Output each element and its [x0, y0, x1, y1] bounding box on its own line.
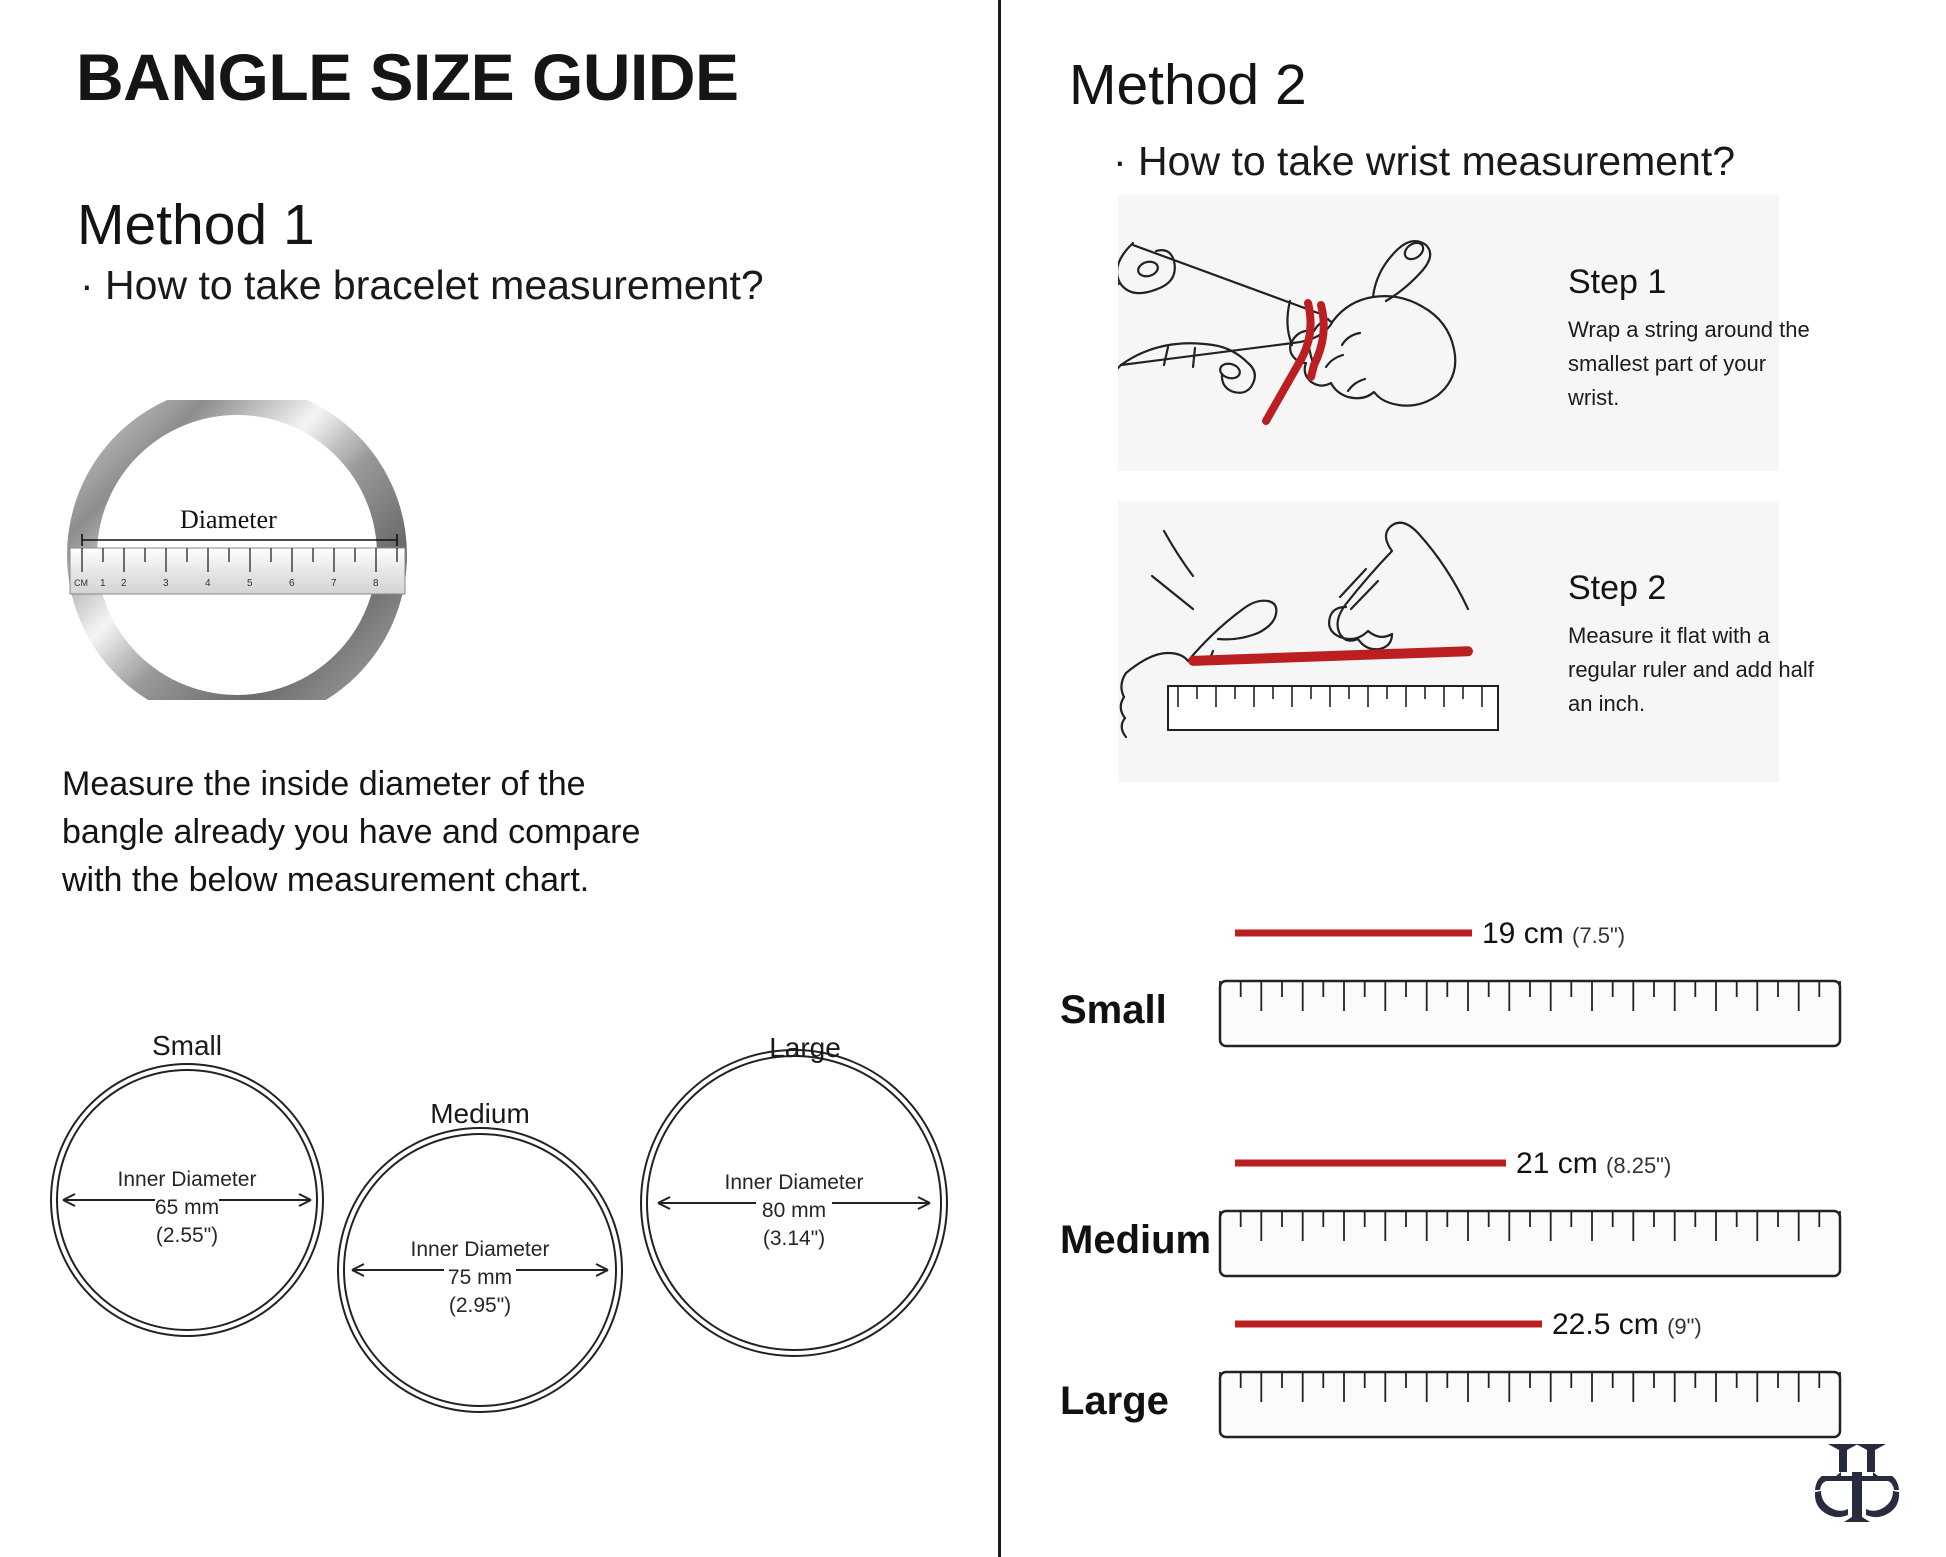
svg-text:1: 1: [100, 578, 106, 589]
svg-text:21 cm (8.25"): 21 cm (8.25"): [1516, 1147, 1671, 1180]
svg-text:19 cm (7.5"): 19 cm (7.5"): [1482, 917, 1625, 950]
svg-text:CM: CM: [74, 578, 88, 588]
svg-text:4: 4: [205, 578, 211, 589]
svg-text:7: 7: [331, 578, 337, 589]
svg-text:8: 8: [373, 578, 379, 589]
svg-text:2: 2: [121, 578, 127, 589]
svg-text:5: 5: [247, 578, 253, 589]
svg-text:Diameter: Diameter: [180, 505, 277, 534]
svg-text:3: 3: [163, 578, 169, 589]
svg-text:22.5 cm (9"): 22.5 cm (9"): [1552, 1308, 1702, 1341]
svg-text:6: 6: [289, 578, 295, 589]
